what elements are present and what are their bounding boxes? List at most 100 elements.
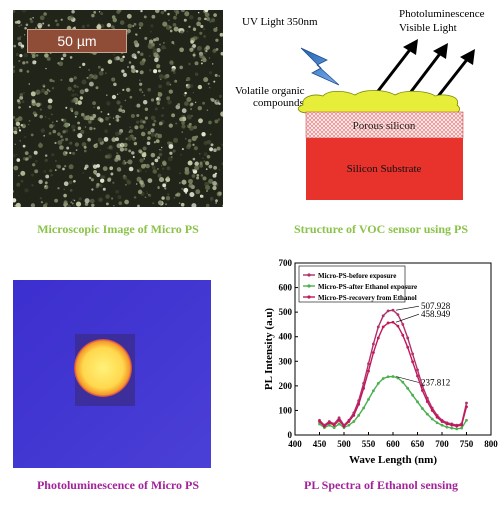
x-tick-label: 550	[362, 439, 376, 449]
legend-entry: Micro-PS-after Ethanol exposure	[318, 283, 417, 291]
data-point	[327, 421, 331, 425]
photoluminescence-image	[13, 280, 211, 468]
data-point	[347, 420, 351, 423]
data-point	[445, 425, 449, 429]
data-point	[332, 423, 336, 427]
data-point	[465, 418, 468, 422]
data-point	[440, 423, 444, 427]
visible-light-label: Visible Light	[399, 22, 457, 34]
data-point	[460, 423, 463, 427]
legend-marker	[307, 273, 311, 277]
voc-label-line2: compounds	[253, 97, 304, 109]
data-point	[465, 401, 468, 405]
data-point	[357, 402, 361, 406]
y-tick-label: 400	[279, 332, 293, 342]
data-point	[391, 308, 395, 312]
peak-annotation-arrow	[395, 376, 420, 383]
luminescent-spot	[74, 339, 132, 397]
chart-legend: Micro-PS-before exposure Micro-PS-after E…	[298, 265, 417, 303]
data-point	[342, 425, 346, 428]
data-point	[372, 342, 375, 346]
legend-entry: Micro-PS-recovery from Ethanol	[318, 294, 417, 302]
data-point	[381, 325, 385, 329]
data-point	[425, 400, 429, 403]
y-axis-label: PL Intensity (a.u)	[263, 308, 275, 391]
pl-spectra-chart: 400 450 500 550 600 650 700 750 800 0 100 200 300 400…	[262, 258, 498, 471]
data-point	[372, 389, 375, 393]
data-point	[376, 336, 380, 340]
data-point	[406, 345, 410, 349]
data-point	[391, 320, 395, 324]
data-point	[376, 325, 380, 329]
data-point	[416, 368, 419, 372]
microscopic-image: 50 µm	[13, 10, 223, 207]
data-point	[411, 393, 414, 397]
caption-structure: Structure of VOC sensor using PS	[293, 222, 469, 236]
data-point	[406, 386, 410, 390]
data-point	[401, 323, 405, 326]
x-tick-label: 450	[313, 439, 327, 449]
data-point	[362, 406, 365, 410]
x-tick-label: 650	[411, 439, 425, 449]
data-point	[450, 426, 454, 430]
data-point	[376, 382, 380, 385]
x-tick-label: 700	[435, 439, 449, 449]
data-point	[425, 412, 429, 416]
data-point	[435, 415, 439, 419]
data-point	[323, 425, 326, 428]
y-tick-label: 700	[279, 258, 293, 268]
legend-marker	[307, 295, 311, 299]
data-point	[367, 397, 370, 401]
porous-silicon-layer	[305, 111, 464, 139]
data-point	[332, 426, 336, 430]
data-point	[430, 409, 434, 412]
data-point	[406, 336, 410, 340]
data-point	[347, 423, 351, 427]
silicon-substrate-layer	[306, 138, 463, 200]
data-point	[362, 386, 365, 390]
data-point	[396, 313, 400, 316]
voc-sensor-structure-diagram: UV Light 350nm Photoluminescence Visible…	[235, 5, 497, 215]
data-point	[416, 400, 419, 404]
data-point	[435, 421, 439, 425]
data-point	[352, 413, 356, 417]
data-point	[381, 314, 385, 318]
data-point	[367, 369, 370, 373]
voc-label-line1: Volatile organic	[235, 85, 305, 97]
x-tick-label: 800	[484, 439, 498, 449]
data-point	[386, 375, 390, 379]
data-point	[460, 426, 463, 430]
y-tick-label: 0	[288, 430, 293, 440]
data-point	[401, 380, 405, 384]
porous-silicon-label: Porous silicon	[353, 120, 416, 132]
x-tick-label: 600	[386, 439, 400, 449]
peak-value-label: 458.949	[421, 309, 451, 319]
data-point	[416, 374, 419, 378]
data-point	[396, 324, 400, 328]
data-point	[386, 321, 390, 325]
x-tick-label: 750	[460, 439, 474, 449]
x-tick-label: 400	[288, 439, 302, 449]
data-point	[450, 423, 454, 427]
y-tick-label: 200	[279, 381, 293, 391]
data-point	[421, 407, 424, 410]
data-point	[372, 351, 375, 355]
x-axis-label: Wave Length (nm)	[349, 454, 437, 466]
data-point	[411, 360, 414, 364]
data-point	[430, 417, 434, 421]
data-point	[381, 377, 385, 380]
peak-value-label: 507.928	[421, 301, 451, 311]
data-point	[465, 405, 468, 409]
peak-annotation-arrow	[395, 313, 420, 323]
data-point	[337, 418, 341, 422]
caption-pl-spectra: PL Spectra of Ethanol sensing	[303, 478, 459, 492]
data-point	[318, 420, 321, 423]
data-point	[445, 422, 449, 426]
emission-arrows-icon	[373, 39, 475, 100]
data-point	[455, 427, 459, 431]
data-point	[391, 375, 395, 378]
data-point	[386, 309, 390, 313]
data-point	[411, 352, 414, 356]
y-tick-label: 300	[279, 356, 293, 366]
data-point	[440, 420, 444, 423]
